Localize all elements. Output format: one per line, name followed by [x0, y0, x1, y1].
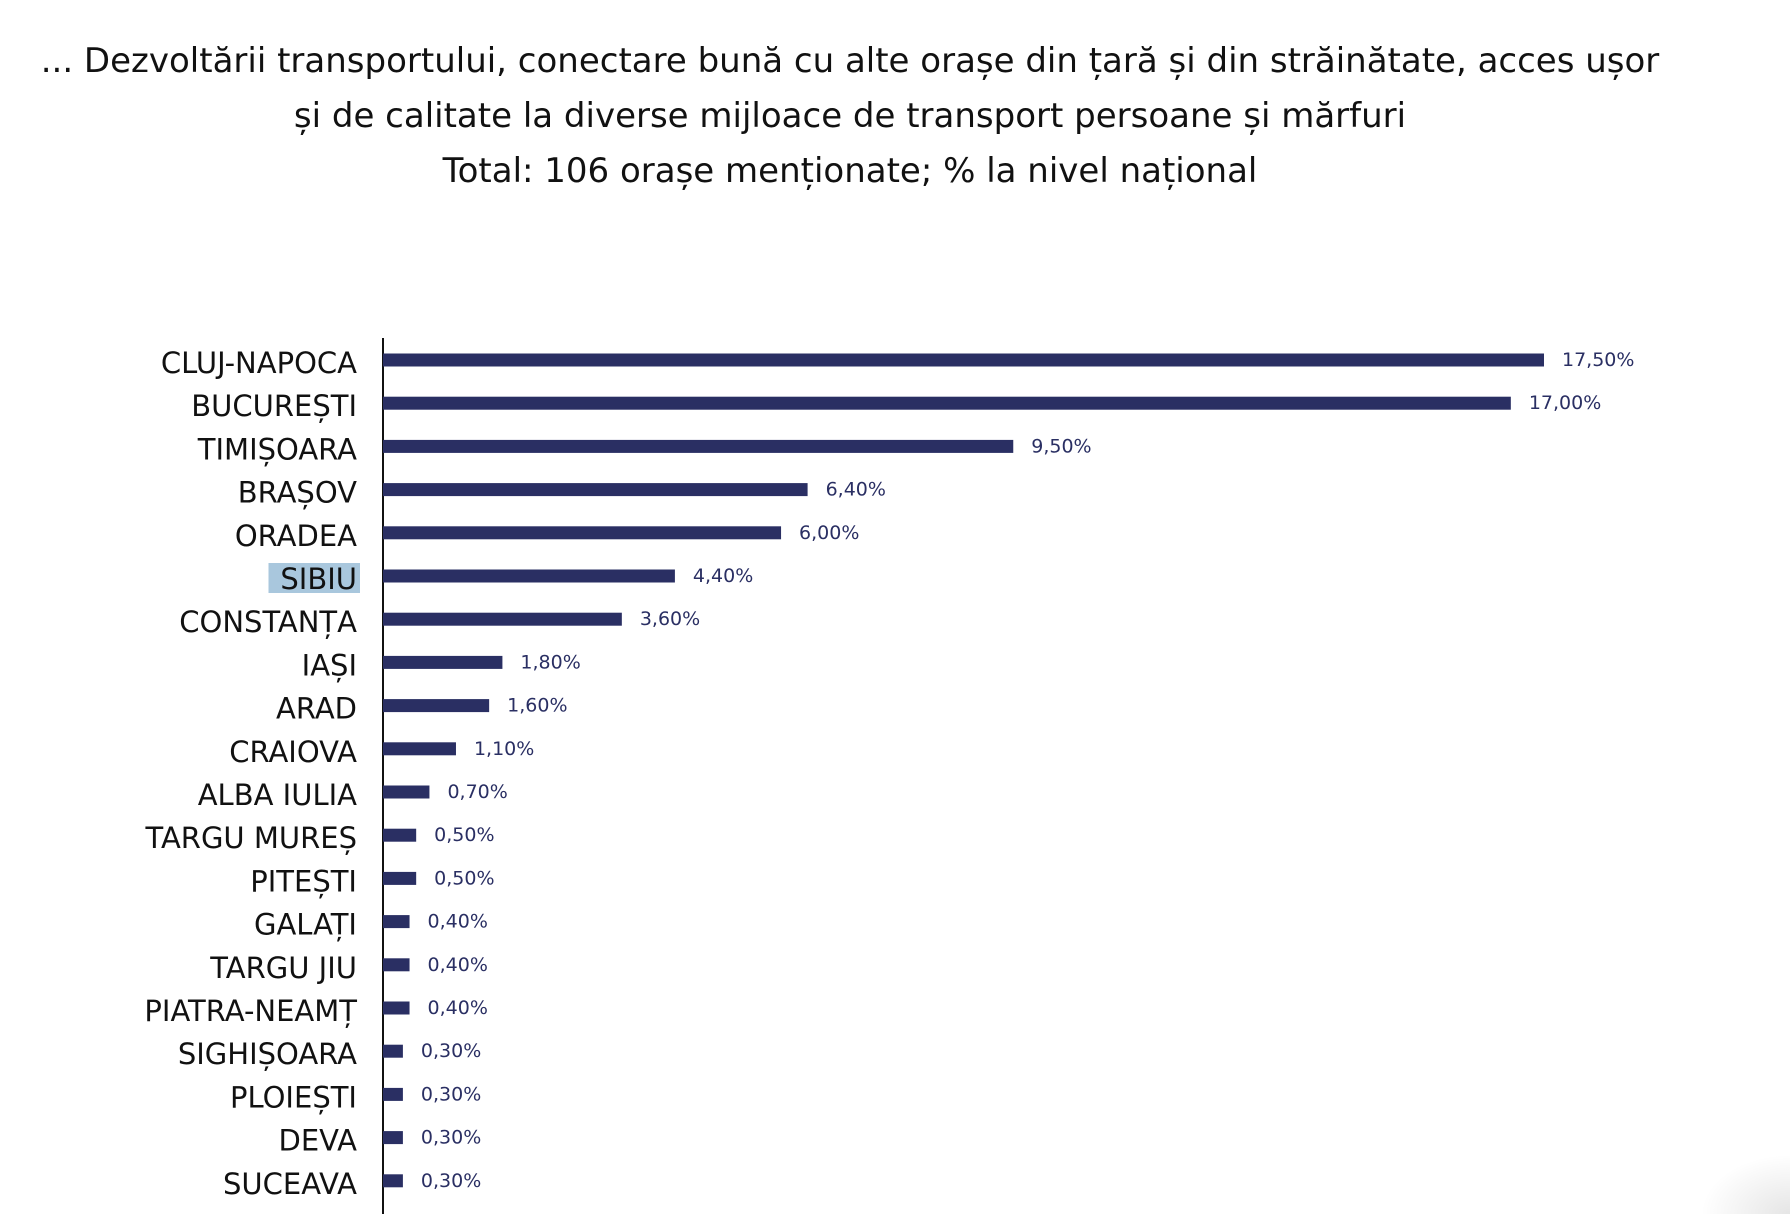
data-label: 0,30%: [421, 1170, 481, 1192]
data-label: 0,30%: [421, 1127, 481, 1149]
data-label: 0,30%: [421, 1083, 481, 1105]
category-label: ORADEA: [235, 519, 357, 553]
category-label: SUCEAVA: [223, 1167, 357, 1201]
bar: [383, 396, 1511, 410]
category-label: TARGU MUREȘ: [145, 821, 358, 855]
chart-title: ... Dezvoltării transportului, conectare…: [0, 34, 1700, 199]
data-label: 3,60%: [640, 608, 700, 630]
data-label: 0,40%: [428, 954, 488, 976]
data-label: 0,70%: [447, 781, 507, 803]
data-label: 0,40%: [428, 997, 488, 1019]
bar: [383, 1044, 403, 1058]
data-label: 4,40%: [693, 565, 753, 587]
category-label: CRAIOVA: [229, 735, 357, 769]
bar: [383, 1087, 403, 1101]
category-label: CLUJ-NAPOCA: [161, 346, 357, 380]
bar: [383, 958, 410, 972]
category-label: GALAȚI: [254, 908, 357, 942]
category-label: BUCUREȘTI: [191, 389, 357, 423]
category-label: PLOIEȘTI: [230, 1080, 357, 1114]
data-label: 1,10%: [474, 738, 534, 760]
title-line-1: ... Dezvoltării transportului, conectare…: [40, 41, 1660, 81]
category-label: CONSTANȚA: [179, 605, 357, 639]
title-line-2: și de calitate la diverse mijloace de tr…: [293, 96, 1407, 136]
bar: [383, 526, 782, 540]
category-label: PITEȘTI: [250, 864, 357, 898]
category-label: TIMIȘOARA: [197, 432, 357, 466]
bar: [383, 871, 417, 885]
bar: [383, 915, 410, 929]
category-label: ARAD: [276, 692, 357, 726]
data-label: 0,50%: [434, 824, 494, 846]
bar: [383, 439, 1014, 453]
bar: [383, 655, 503, 669]
data-label: 1,60%: [507, 695, 567, 717]
data-label: 0,40%: [428, 911, 488, 933]
data-label: 1,80%: [520, 651, 580, 673]
bar: [383, 1131, 403, 1145]
data-label: 0,30%: [421, 1040, 481, 1062]
title-line-3: Total: 106 orașe menționate; % la nivel …: [442, 151, 1258, 191]
bar: [383, 569, 675, 583]
bar: [383, 353, 1544, 367]
category-label: ALBA IULIA: [198, 778, 357, 812]
bar: [383, 785, 430, 799]
bar: [383, 483, 808, 497]
category-label: DEVA: [279, 1124, 358, 1158]
category-label: PIATRA-NEAMȚ: [144, 994, 357, 1028]
data-label: 6,40%: [826, 479, 886, 501]
bar: [383, 1174, 403, 1188]
data-label: 17,00%: [1529, 392, 1601, 414]
category-label: SIBIU: [280, 562, 357, 596]
bar: [383, 699, 490, 713]
category-label: SIGHIȘOARA: [178, 1037, 357, 1071]
category-label: TARGU JIU: [209, 951, 357, 985]
bar: [383, 828, 417, 842]
category-label-highlight: [268, 563, 360, 593]
data-label: 6,00%: [799, 522, 859, 544]
bar: [383, 1001, 410, 1015]
data-label: 0,50%: [434, 867, 494, 889]
bar: [383, 612, 622, 626]
data-label: 9,50%: [1031, 435, 1091, 457]
category-label: IAȘI: [302, 648, 357, 682]
page-corner-shadow: [1700, 1154, 1790, 1214]
data-label: 17,50%: [1562, 349, 1634, 371]
bar: [383, 742, 456, 756]
category-label: BRAȘOV: [238, 476, 357, 510]
